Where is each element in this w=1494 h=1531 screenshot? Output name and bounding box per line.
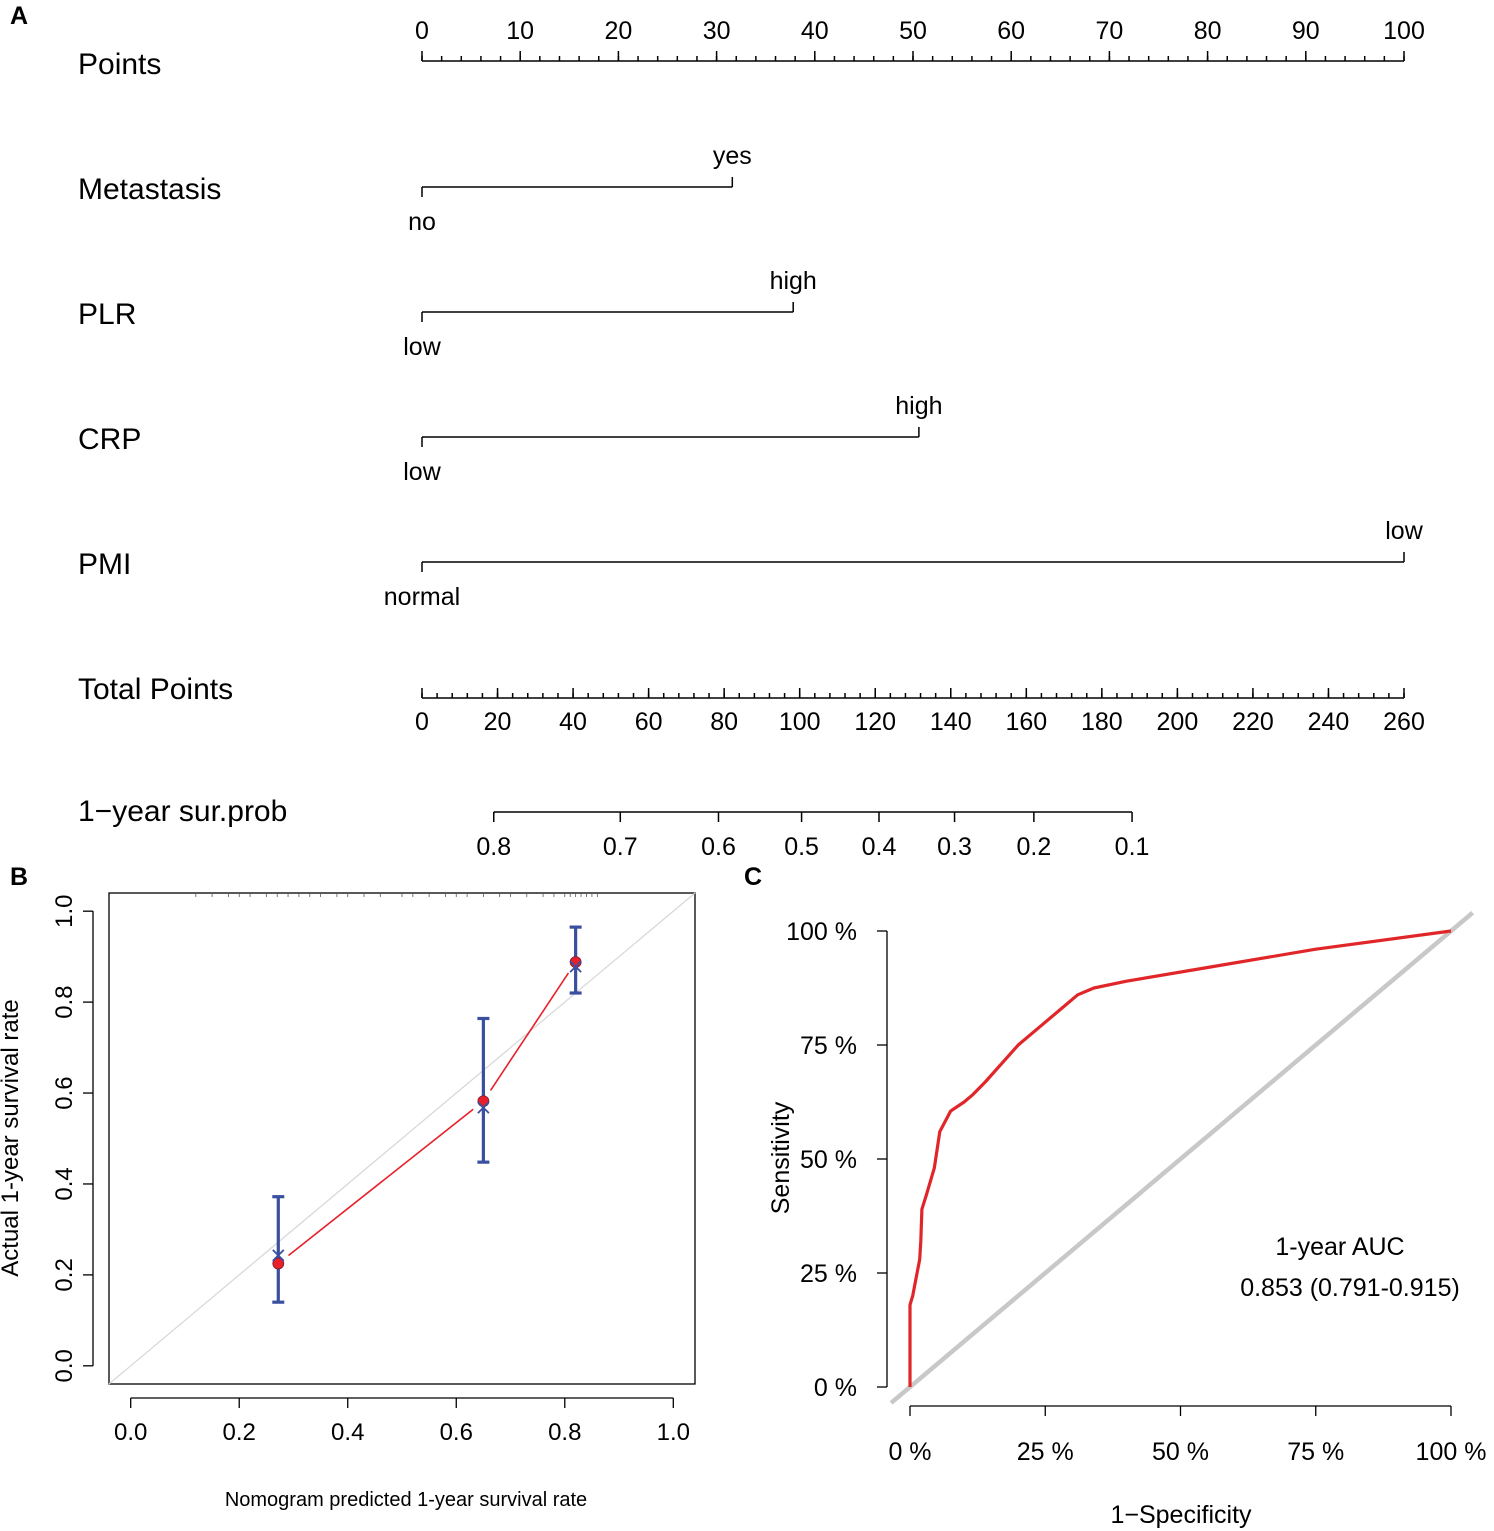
survival-prob-tick-label: 0.4 <box>862 833 897 861</box>
roc-x-tick-label: 100 % <box>1416 1438 1487 1466</box>
survival-prob-tick-label: 0.5 <box>784 833 819 861</box>
panel-label-a: A <box>10 2 28 30</box>
auc-value: 0.853 (0.791-0.915) <box>1240 1274 1460 1302</box>
variable-level-label: low <box>403 333 441 361</box>
calibration-y-tick-label: 1.0 <box>51 894 78 927</box>
calibration-bias-corrected-marker <box>569 960 582 973</box>
calibration-x-tick-label: 1.0 <box>657 1419 690 1446</box>
points-axis-tick-label: 100 <box>1383 17 1425 45</box>
total-points-tick-label: 60 <box>635 708 663 736</box>
calibration-x-tick-label: 0.2 <box>223 1419 256 1446</box>
calibration-observed-point <box>272 1257 285 1270</box>
panel-label-c: C <box>744 863 762 891</box>
calibration-panel: Nomogram predicted 1-year survival rate … <box>0 892 696 1511</box>
points-axis-tick-label: 90 <box>1292 17 1320 45</box>
roc-x-axis-title: 1−Specificity <box>1110 1501 1252 1529</box>
calibration-marks: 0.0 0.2 0.4 0.6 0.8 1.0 0.0 0.2 0.4 0.6 0.8 1.0 <box>51 892 696 1446</box>
points-axis-tick-label: 50 <box>899 17 927 45</box>
pmi-row-label: PMI <box>78 548 131 581</box>
points-axis-tick-label: 60 <box>997 17 1025 45</box>
roc-x-tick-label: 75 % <box>1287 1438 1344 1466</box>
roc-y-tick-label: 50 % <box>800 1146 857 1174</box>
survival-prob-tick-label: 0.1 <box>1115 833 1150 861</box>
calibration-y-tick-label: 0.2 <box>51 1258 78 1291</box>
points-axis-tick-label: 20 <box>604 17 632 45</box>
total-points-tick-label: 80 <box>710 708 738 736</box>
survival-prob-tick-label: 0.2 <box>1016 833 1051 861</box>
calibration-x-tick-label: 0.8 <box>548 1419 581 1446</box>
total-points-tick-label: 40 <box>559 708 587 736</box>
total-points-tick-label: 160 <box>1005 708 1047 736</box>
total-points-tick-label: 240 <box>1308 708 1350 736</box>
variable-level-label: high <box>895 392 942 420</box>
roc-reference-line <box>889 911 1475 1405</box>
points-axis-tick-label: 40 <box>801 17 829 45</box>
roc-y-tick-label: 0 % <box>814 1374 857 1402</box>
calibration-bias-corrected-marker <box>272 1249 285 1262</box>
roc-x-tick-label: 0 % <box>888 1438 931 1466</box>
crp-row-label: CRP <box>78 423 141 456</box>
survival-prob-row-label: 1−year sur.prob <box>78 795 287 828</box>
survival-prob-tick-label: 0.3 <box>937 833 972 861</box>
total-points-row-label: Total Points <box>78 673 233 706</box>
total-points-tick-label: 20 <box>484 708 512 736</box>
variable-level-label: high <box>770 267 817 295</box>
roc-curve <box>908 929 1452 1387</box>
variable-level-label: no <box>408 208 436 236</box>
calibration-bias-corrected-marker <box>477 1101 490 1114</box>
total-points-tick-label: 200 <box>1157 708 1199 736</box>
calibration-y-tick-label: 0.4 <box>51 1167 78 1200</box>
points-axis-tick-label: 80 <box>1194 17 1222 45</box>
roc-marks: 0 % 25 % 50 % 75 % 100 % 0 % 25 % 50 % 75 % 100 % <box>786 911 1487 1466</box>
roc-panel: 1−Specificity Sensitivity 1-year AUC 0.8… <box>767 911 1487 1529</box>
plr-row-label: PLR <box>78 298 136 331</box>
survival-prob-tick-label: 0.7 <box>603 833 638 861</box>
calibration-x-tick-label: 0.6 <box>440 1419 473 1446</box>
calibration-x-axis-title: Nomogram predicted 1-year survival rate <box>225 1489 587 1511</box>
variable-level-label: yes <box>713 142 752 170</box>
total-points-tick-label: 100 <box>779 708 821 736</box>
calibration-y-axis-title: Actual 1-year survival rate <box>0 999 24 1276</box>
calibration-x-tick-label: 0.4 <box>331 1419 364 1446</box>
calibration-observed-line <box>287 1108 474 1257</box>
metastasis-row-label: Metastasis <box>78 173 221 206</box>
points-axis-tick-label: 10 <box>506 17 534 45</box>
points-row-label: Points <box>78 48 161 81</box>
survival-prob-tick-label: 0.6 <box>701 833 736 861</box>
total-points-tick-label: 120 <box>854 708 896 736</box>
nomogram-panel: Points Metastasis PLR CRP PMI Total Poin… <box>78 17 1425 861</box>
calibration-y-tick-label: 0.8 <box>51 985 78 1018</box>
auc-label: 1-year AUC <box>1275 1233 1404 1261</box>
total-points-tick-label: 0 <box>415 708 429 736</box>
points-axis-tick-label: 70 <box>1095 17 1123 45</box>
roc-x-tick-label: 25 % <box>1017 1438 1074 1466</box>
panel-label-b: B <box>10 863 28 891</box>
calibration-y-tick-label: 0.0 <box>51 1349 78 1382</box>
roc-x-tick-label: 50 % <box>1152 1438 1209 1466</box>
points-axis-tick-label: 0 <box>415 17 429 45</box>
nomogram-marks: 0 10 20 30 40 50 60 70 80 90 100 no yes low high low hig… <box>384 17 1425 861</box>
calibration-observed-line <box>489 972 570 1091</box>
points-axis-tick-label: 30 <box>703 17 731 45</box>
roc-y-tick-label: 75 % <box>800 1032 857 1060</box>
roc-y-tick-label: 25 % <box>800 1260 857 1288</box>
variable-level-label: normal <box>384 583 460 611</box>
total-points-tick-label: 140 <box>930 708 972 736</box>
variable-level-label: low <box>1385 517 1423 545</box>
calibration-x-tick-label: 0.0 <box>114 1419 147 1446</box>
total-points-tick-label: 220 <box>1232 708 1274 736</box>
calibration-ideal-line <box>108 892 696 1385</box>
roc-y-tick-label: 100 % <box>786 918 857 946</box>
total-points-tick-label: 180 <box>1081 708 1123 736</box>
total-points-tick-label: 260 <box>1383 708 1425 736</box>
calibration-observed-point <box>477 1095 490 1108</box>
calibration-y-tick-label: 0.6 <box>51 1076 78 1109</box>
survival-prob-tick-label: 0.8 <box>476 833 511 861</box>
roc-y-axis-title: Sensitivity <box>767 1101 795 1214</box>
variable-level-label: low <box>403 458 441 486</box>
